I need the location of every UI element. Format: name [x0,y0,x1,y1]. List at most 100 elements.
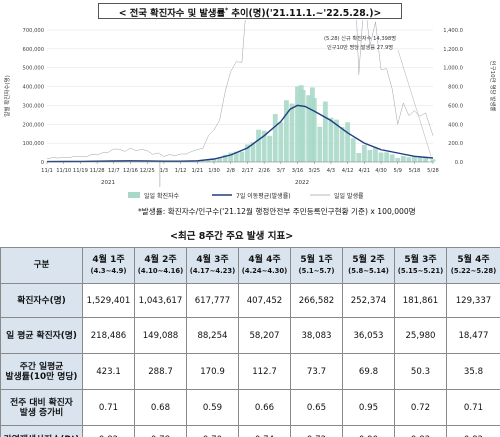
x-tick-label: 1/3 [160,168,168,174]
daily-cases-bar [239,151,245,162]
daily-cases-bar [217,157,222,162]
table-cell: 35.8 [446,353,500,390]
week-label: 4월 2주 [144,254,177,265]
week-date-range: (4.17~4.23) [189,266,236,275]
table-cell: 0.71 [446,389,500,426]
daily-cases-bar [361,144,367,162]
table-cell: 181,861 [394,283,447,318]
daily-cases-bar [317,126,323,162]
table-cell: 252,374 [342,283,395,318]
daily-cases-bar [250,142,256,162]
table-cell: 0.82 [82,425,135,437]
table-cell: 112.7 [238,353,291,390]
left-axis-tick-label: 300,000 [23,103,44,109]
daily-cases-bar [228,152,234,162]
right-axis-tick-label: 1,200.0 [443,47,463,53]
daily-cases-bar [367,150,373,162]
legend-label: 7일 이동평균(발생률) [236,192,291,200]
annotation-text: (5.28) 신규 확진자수 14,398명 [324,34,396,42]
daily-cases-bar [222,154,228,162]
daily-cases-bar [306,95,312,162]
daily-cases-chart: 0 100,000 200,000 300,000 400,000 500,000 600,… [3,20,497,200]
chart-title-suffix: 추이(명)('21.11.1.~'22.5.28.)> [228,8,382,19]
table-cell: 423.1 [82,353,135,390]
daily-cases-bar [400,155,406,162]
x-tick-label: 2/8 [227,168,235,174]
x-tick-label: 4/30 [375,168,387,174]
x-tick-label: 1/30 [208,168,220,174]
x-tick-label: 3/25 [308,168,320,174]
right-axis-tick-label: 400.0 [448,122,463,128]
week-date-range: (5.1~5.7) [298,266,335,275]
row-label-text: 감염재생산지수(Rt) [1,435,82,437]
x-tick-label: 12/7 [108,168,120,174]
table-cell: 0.72 [394,389,447,426]
daily-cases-bar [339,127,345,162]
week-label: 5월 1주 [300,254,333,265]
table-row: 감염재생산지수(Rt)0.820.780.700.740.720.900.830… [0,425,500,437]
table-cell: 0.72 [290,425,343,437]
week-date-range: (4.24~4.30) [241,266,288,275]
x-tick-label: 12/16 [123,168,138,174]
daily-cases-bar [389,154,395,162]
legend-swatch-bar [128,192,140,198]
left-axis-tick-label: 700,000 [23,28,44,34]
row-label: 전주 대비 확진자 발생 증가비 [0,389,83,426]
row-label: 일 평균 확진자(명) [0,317,83,354]
table-cell: 1,529,401 [82,283,135,318]
x-tick-label: 4/21 [359,168,371,174]
table-row: 확진자수(명) 1,529,401 1,043,617 617,777 407,452 2… [0,283,500,318]
row-label-text: 확진자수(명) [17,295,66,306]
daily-cases-bar [295,86,300,162]
table-week-header: 4월 4주 (4.24~4.30) [238,247,291,284]
daily-cases-bar [356,153,362,162]
daily-cases-bar [412,156,417,162]
x-tick-label: 2/26 [258,168,270,174]
x-tick-label: 3/16 [292,168,304,174]
daily-cases-bar [206,159,211,162]
left-axis-tick-label: 100,000 [23,141,44,147]
x-tick-label: 5/18 [409,168,421,174]
table-week-header: 5월 3주 (5.15~5.21) [394,247,447,284]
daily-cases-bar [322,101,328,162]
table-cell: 218,486 [82,317,135,354]
table-cell: 25,980 [394,317,447,354]
chart-title-prefix: < 전국 확진자수 및 발생률 [118,8,226,19]
week-date-range: (5.8~5.14) [348,266,389,275]
year-label: 2022 [295,180,309,186]
table-corner-cell: 구분 [0,247,83,284]
daily-cases-bar [334,119,339,162]
week-date-range: (4.10~4.16) [137,266,184,275]
x-tick-label: 5/28 [427,168,439,174]
x-tick-label: 11/28 [90,168,105,174]
row-label-text: 일 평균 확진자(명) [6,330,77,341]
daily-cases-bar [350,138,356,162]
week-label: 5월 3주 [404,254,437,265]
table-row: 전주 대비 확진자 발생 증가비 0.71 0.68 0.59 0.66 0.65 0.95… [0,389,500,426]
row-label-text: 주간 일평균 발생률(10만 명당) [5,361,78,382]
left-axis-tick-label: 0 [41,160,44,166]
table-cell: 0.83 [394,425,447,437]
week-date-range: (4.3~4.9) [90,266,127,275]
table-cell: 58,207 [238,317,291,354]
weekly-indicator-table: 구분 4월 1주 (4.3~4.9) 4월 2주 (4.10~4.16) 4월 3주 (4… [0,247,500,437]
table-cell: 0.70 [186,425,239,437]
table-cell: 50.3 [394,353,447,390]
table-cell: 0.71 [82,389,135,426]
daily-cases-bar [395,158,401,162]
right-axis-label: 인구10만 명당 발생률 [489,61,497,112]
daily-cases-bar [272,114,278,162]
week-label: 5월 2주 [352,254,385,265]
daily-cases-bar [200,160,206,162]
daily-cases-bar [328,117,334,162]
table-cell: 36,053 [342,317,395,354]
right-axis-tick-label: 800.0 [448,85,463,91]
row-label: 확진자수(명) [0,283,83,318]
week-label: 4월 4주 [248,254,281,265]
row-label-text: 전주 대비 확진자 발생 증가비 [10,397,73,418]
table-cell: 0.68 [134,389,187,426]
daily-cases-bar [406,157,412,162]
x-tick-label: 4/3 [327,168,335,174]
table-cell: 1,043,617 [134,283,187,318]
x-tick-label: 3/7 [277,168,285,174]
